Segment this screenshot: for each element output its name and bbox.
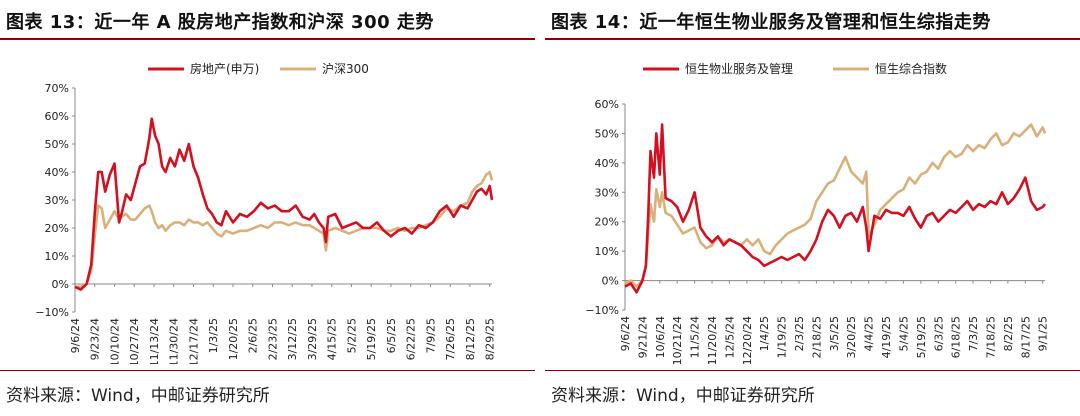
y-tick-label: 0% bbox=[602, 275, 619, 288]
x-tick-label: 11/5/24 bbox=[689, 316, 702, 358]
y-tick-label: 50% bbox=[45, 138, 69, 151]
x-tick-label: 3/5/25 bbox=[828, 316, 841, 351]
x-tick-label: 5/2/25 bbox=[345, 318, 358, 353]
x-tick-label: 11/30/24 bbox=[168, 318, 181, 364]
x-tick-label: 8/2/25 bbox=[1002, 316, 1015, 351]
x-tick-label: 11/13/24 bbox=[148, 318, 161, 364]
x-tick-label: 1/3/25 bbox=[207, 318, 220, 353]
x-tick-label: 6/5/25 bbox=[385, 318, 398, 353]
x-tick-label: 7/26/25 bbox=[444, 318, 457, 360]
x-tick-label: 1/20/25 bbox=[227, 318, 240, 360]
chart-title: 图表 13：近一年 A 股房地产指数和沪深 300 走势 bbox=[6, 12, 434, 33]
divider bbox=[545, 370, 1080, 371]
chart-area: −10% 0% 10% 20% 30% 40% 50% 60% 70% 9/6/24 9/23/24… bbox=[35, 61, 497, 364]
y-tick-label: 70% bbox=[45, 82, 69, 95]
divider bbox=[0, 370, 535, 371]
x-tick-label: 3/29/25 bbox=[306, 318, 319, 360]
y-tick-label: 0% bbox=[52, 278, 69, 291]
x-tick-label: 4/15/25 bbox=[326, 318, 339, 360]
x-tick-label: 1/4/25 bbox=[758, 316, 771, 351]
x-tick-label: 5/19/25 bbox=[915, 316, 928, 358]
series-line-0 bbox=[624, 123, 1047, 294]
y-tick-label: 40% bbox=[45, 166, 69, 179]
series-line-1 bbox=[75, 170, 494, 289]
x-tick-label: 10/21/24 bbox=[671, 316, 684, 364]
x-tick-label: 4/19/25 bbox=[880, 316, 893, 358]
x-tick-label: 10/27/24 bbox=[128, 318, 141, 364]
x-tick-label: 9/21/24 bbox=[636, 316, 649, 358]
x-tick-label: 9/23/24 bbox=[89, 318, 102, 360]
y-tick-label: −10% bbox=[585, 304, 619, 317]
y-tick-label: 30% bbox=[45, 194, 69, 207]
y-tick-label: 10% bbox=[45, 250, 69, 263]
legend-label: 沪深300 bbox=[322, 62, 369, 76]
chart-title: 图表 14：近一年恒生物业服务及管理和恒生综指走势 bbox=[551, 12, 991, 33]
chart-panel-right: 图表 14：近一年恒生物业服务及管理和恒生综指走势 −10% 0% 10% 20% 30… bbox=[545, 0, 1080, 416]
series-line-0 bbox=[74, 117, 494, 291]
x-tick-label: 12/17/24 bbox=[187, 318, 200, 364]
y-tick-label: 60% bbox=[595, 98, 619, 111]
y-tick-label: 40% bbox=[595, 157, 619, 170]
source-note: 资料来源：Wind，中邮证券研究所 bbox=[551, 386, 815, 406]
x-tick-label: 8/29/25 bbox=[484, 318, 497, 360]
legend-label: 恒生综合指数 bbox=[875, 61, 947, 76]
x-tick-label: 9/6/24 bbox=[69, 318, 82, 353]
x-tick-label: 7/9/25 bbox=[424, 318, 437, 353]
x-tick-label: 3/20/25 bbox=[845, 316, 858, 358]
x-tick-label: 6/3/25 bbox=[932, 316, 945, 351]
chart-area: −10% 0% 10% 20% 30% 40% 50% 60% 9/6/24 9/21/24 10/… bbox=[585, 61, 1050, 364]
x-tick-label: 10/10/24 bbox=[108, 318, 121, 364]
y-tick-label: 50% bbox=[595, 127, 619, 140]
x-tick-label: 10/6/24 bbox=[654, 316, 667, 358]
x-tick-label: 8/12/25 bbox=[464, 318, 477, 360]
chart-panel-left: 图表 13：近一年 A 股房地产指数和沪深 300 走势 −10% 0% 10% 20… bbox=[0, 0, 535, 416]
legend-label: 房地产(申万) bbox=[190, 61, 259, 76]
title-bar: 图表 14：近一年恒生物业服务及管理和恒生综指走势 bbox=[545, 0, 1080, 40]
x-tick-label: 5/19/25 bbox=[365, 318, 378, 360]
x-tick-label: 2/3/25 bbox=[793, 316, 806, 351]
x-tick-label: 12/20/24 bbox=[741, 316, 754, 364]
x-tick-label: 6/18/25 bbox=[950, 316, 963, 358]
series-line-1 bbox=[624, 123, 1047, 288]
legend-label: 恒生物业服务及管理 bbox=[685, 61, 793, 76]
x-tick-label: 4/4/25 bbox=[863, 316, 876, 351]
y-tick-label: 20% bbox=[45, 222, 69, 235]
x-tick-label: 2/18/25 bbox=[810, 316, 823, 358]
x-tick-label: 7/18/25 bbox=[984, 316, 997, 358]
x-tick-label: 5/4/25 bbox=[897, 316, 910, 351]
x-tick-label: 9/1/25 bbox=[1037, 316, 1050, 351]
title-bar: 图表 13：近一年 A 股房地产指数和沪深 300 走势 bbox=[0, 0, 535, 40]
x-tick-label: 6/22/25 bbox=[405, 318, 418, 360]
y-tick-label: 10% bbox=[595, 245, 619, 258]
x-tick-label: 12/5/24 bbox=[723, 316, 736, 358]
x-tick-label: 2/6/25 bbox=[247, 318, 260, 353]
x-tick-label: 3/12/25 bbox=[286, 318, 299, 360]
y-tick-label: 30% bbox=[595, 186, 619, 199]
x-tick-label: 1/19/25 bbox=[776, 316, 789, 358]
x-tick-label: 2/23/25 bbox=[266, 318, 279, 360]
x-tick-label: 7/3/25 bbox=[967, 316, 980, 351]
x-tick-label: 9/6/24 bbox=[619, 316, 632, 351]
y-tick-label: 60% bbox=[45, 110, 69, 123]
y-tick-label: −10% bbox=[35, 306, 69, 319]
y-tick-label: 20% bbox=[595, 216, 619, 229]
x-tick-label: 11/20/24 bbox=[706, 316, 719, 364]
source-note: 资料来源：Wind，中邮证券研究所 bbox=[6, 386, 270, 406]
x-tick-label: 8/17/25 bbox=[1019, 316, 1032, 358]
